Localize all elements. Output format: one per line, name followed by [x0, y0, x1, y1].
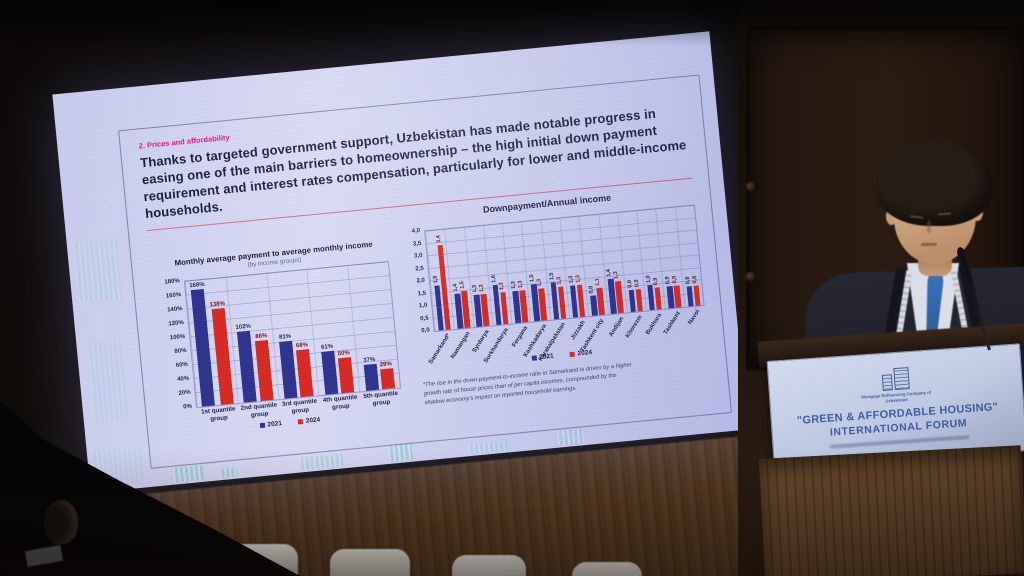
chair — [330, 549, 410, 576]
building-icon — [881, 374, 893, 392]
building-icon — [892, 367, 910, 391]
podium-base — [758, 445, 1024, 576]
chair — [452, 555, 526, 576]
organization-name: Mortgage Refinancing Company of Uzbekist… — [861, 390, 932, 404]
chair — [572, 562, 642, 576]
forum-logo-icon — [881, 367, 910, 392]
audience-member-head — [44, 500, 78, 544]
